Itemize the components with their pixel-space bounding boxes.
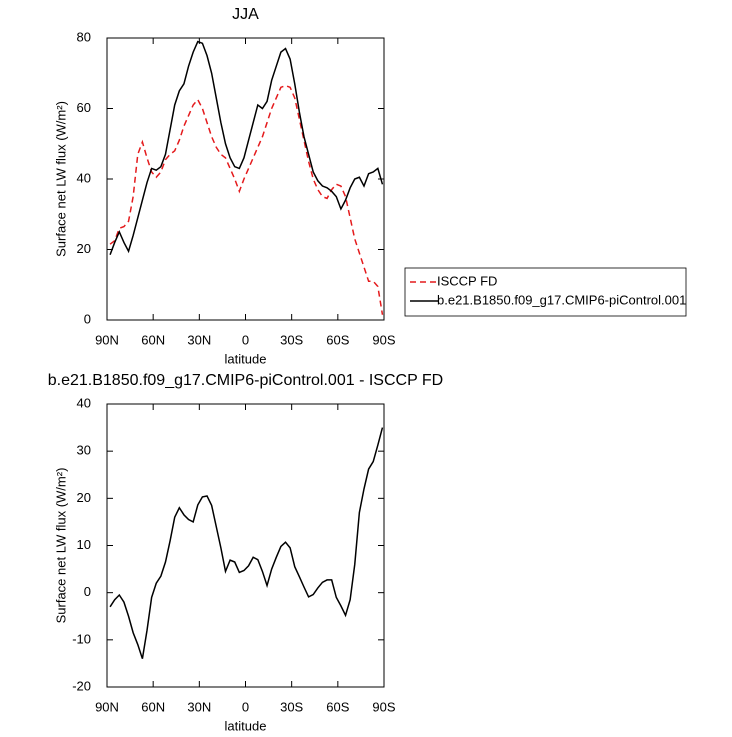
- data-line: [109, 40, 384, 256]
- x-tick-label: 30N: [187, 332, 211, 347]
- y-axis-label: Surface net LW flux (W/m²): [53, 101, 68, 257]
- x-tick-label: 60S: [326, 332, 349, 347]
- x-axis-label: latitude: [225, 351, 267, 366]
- x-tick-label: 90N: [95, 332, 119, 347]
- data-line: [109, 427, 384, 659]
- y-tick-label: 40: [77, 395, 91, 410]
- x-axis-label: latitude: [225, 718, 267, 733]
- y-tick-label: -10: [72, 631, 91, 646]
- x-tick-label: 90S: [372, 699, 395, 714]
- y-tick-label: 60: [77, 100, 91, 115]
- x-tick-label: 0: [242, 699, 249, 714]
- legend-label: ISCCP FD: [437, 273, 497, 288]
- x-tick-label: 30N: [187, 699, 211, 714]
- y-axis-label: Surface net LW flux (W/m²): [53, 468, 68, 624]
- x-tick-label: 30S: [280, 699, 303, 714]
- x-tick-label: 0: [242, 332, 249, 347]
- chart-title: b.e21.B1850.f09_g17.CMIP6-piControl.001 …: [48, 372, 443, 389]
- x-tick-label: 60S: [326, 699, 349, 714]
- x-tick-label: 30S: [280, 332, 303, 347]
- data-line: [109, 84, 384, 315]
- y-tick-label: 10: [77, 537, 91, 552]
- y-tick-label: 0: [84, 584, 91, 599]
- x-tick-label: 60N: [141, 699, 165, 714]
- y-tick-label: 20: [77, 241, 91, 256]
- y-tick-label: 20: [77, 490, 91, 505]
- chart-title: JJA: [232, 6, 259, 23]
- y-tick-label: 80: [77, 29, 91, 44]
- legend-label: b.e21.B1850.f09_g17.CMIP6-piControl.001: [437, 292, 686, 307]
- y-tick-label: 30: [77, 443, 91, 458]
- y-tick-label: -20: [72, 678, 91, 693]
- x-tick-label: 90S: [372, 332, 395, 347]
- y-tick-label: 40: [77, 170, 91, 185]
- plot-frame: [106, 403, 385, 688]
- legend-box: [404, 267, 687, 317]
- x-tick-label: 90N: [95, 699, 119, 714]
- x-tick-label: 60N: [141, 332, 165, 347]
- y-tick-label: 0: [84, 311, 91, 326]
